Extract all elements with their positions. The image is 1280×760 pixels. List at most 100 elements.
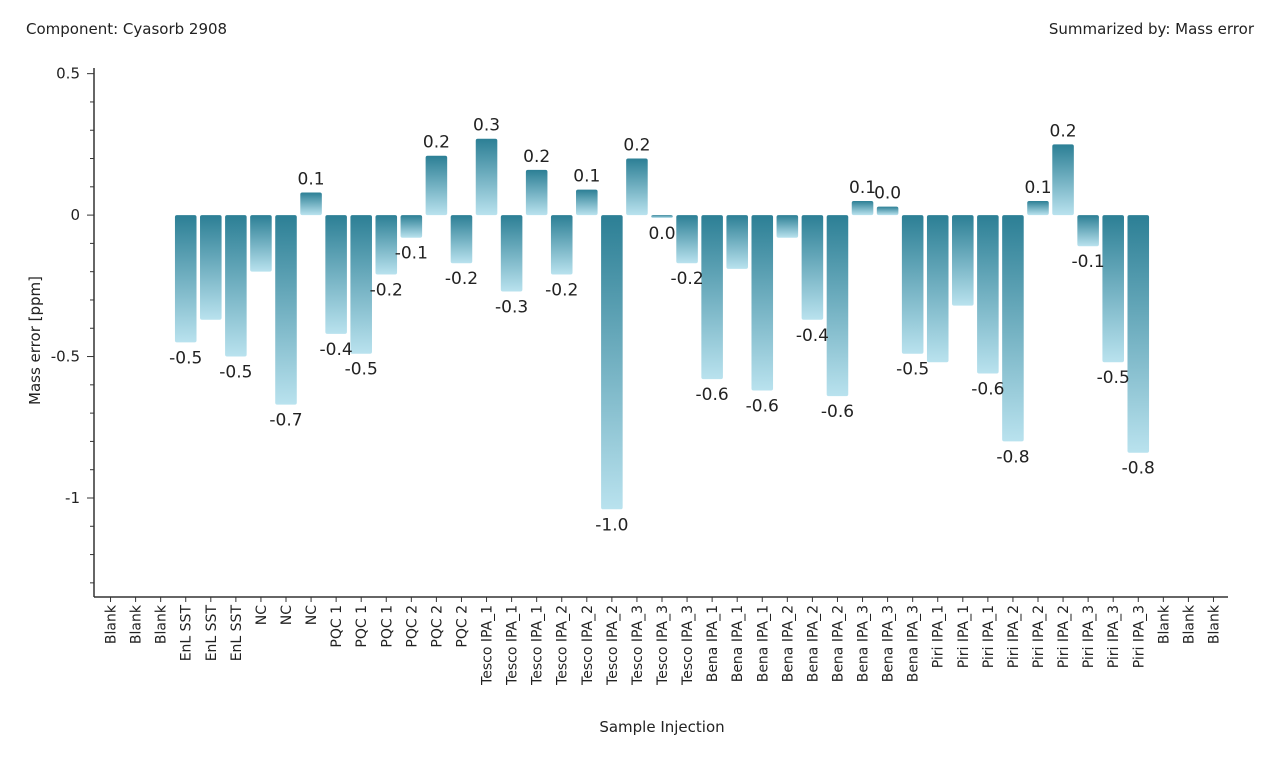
x-tick-label: Piri IPA_1	[931, 605, 947, 668]
bars	[174, 138, 1150, 510]
data-label: 0.2	[1050, 121, 1077, 141]
x-tick-label: PQC 1	[354, 605, 370, 648]
x-tick-label: Bena IPA_1	[755, 605, 771, 682]
bar	[200, 215, 222, 320]
component-title: Component: Cyasorb 2908	[26, 20, 228, 38]
x-tick-label: Blank	[1156, 604, 1172, 644]
bar	[876, 206, 899, 216]
x-tick-label: NC	[279, 605, 295, 625]
bar	[225, 215, 247, 357]
bar	[576, 189, 598, 216]
x-tick-label: Piri IPA_1	[956, 605, 972, 668]
x-axis: Blank Blank Blank EnL SST EnL SST EnL SST NC NC…	[94, 596, 1228, 686]
data-label: 0.2	[523, 147, 550, 167]
data-label: -0.2	[370, 281, 403, 301]
bar	[450, 215, 473, 264]
bar	[400, 215, 423, 238]
data-label: -0.2	[545, 281, 578, 301]
data-label: -0.2	[670, 269, 703, 289]
bar	[601, 215, 623, 510]
x-tick-label: Bena IPA_3	[856, 605, 872, 682]
x-tick-label: Piri IPA_2	[1031, 605, 1047, 668]
data-label: -0.6	[821, 402, 854, 422]
bar	[676, 215, 698, 264]
x-tick-label: Blank	[104, 604, 120, 644]
x-tick-label: Tesco IPA_3	[630, 605, 646, 686]
bar	[701, 215, 723, 380]
data-label: 0.0	[874, 184, 901, 204]
bar	[926, 215, 949, 363]
data-label: 0.3	[473, 116, 500, 136]
bar	[977, 215, 999, 374]
x-tick-label: EnL SST	[204, 605, 220, 662]
x-tick-label: Bena IPA_1	[705, 605, 721, 682]
bar	[174, 215, 197, 343]
x-tick-label: Tesco IPA_3	[680, 605, 696, 686]
x-tick-label: EnL SST	[229, 605, 245, 662]
x-tick-label: Bena IPA_3	[881, 605, 897, 682]
x-tick-label: Tesco IPA_1	[480, 605, 496, 686]
bar	[1052, 144, 1074, 216]
data-label: -0.1	[1072, 252, 1105, 272]
x-tick-label: PQC 2	[454, 605, 470, 648]
data-label: -0.6	[696, 385, 729, 405]
x-tick-label: Piri IPA_3	[1131, 605, 1147, 668]
bar	[776, 215, 799, 238]
bar	[751, 215, 774, 391]
x-tick-label: Bena IPA_2	[805, 605, 821, 682]
bar	[901, 215, 924, 354]
y-tick-label: 0	[70, 206, 80, 224]
bar	[1102, 215, 1124, 363]
bar	[300, 192, 322, 216]
x-tick-label: Tesco IPA_1	[530, 605, 546, 686]
x-tick-label: PQC 1	[379, 605, 395, 648]
x-tick-label: Blank	[154, 604, 170, 644]
data-label: -1.0	[595, 515, 628, 535]
bar	[250, 215, 272, 272]
x-tick-label: Piri IPA_1	[981, 605, 997, 668]
data-label: 0.0	[648, 224, 675, 244]
data-label: -0.4	[796, 326, 829, 346]
data-label: 0.1	[849, 178, 876, 198]
bar	[325, 215, 347, 334]
bar	[500, 215, 523, 292]
y-tick-label: -1	[65, 489, 80, 507]
x-tick-label: PQC 1	[329, 605, 345, 648]
data-label: -0.2	[445, 269, 478, 289]
x-tick-label: PQC 2	[404, 605, 420, 648]
data-label: -0.5	[219, 363, 252, 383]
bar	[475, 138, 498, 216]
data-label: 0.2	[623, 136, 650, 156]
bar	[826, 215, 849, 397]
x-tick-label: Blank	[129, 604, 145, 644]
data-label: -0.1	[395, 244, 428, 264]
x-tick-label: Bena IPA_1	[730, 605, 746, 682]
data-label: 0.1	[573, 167, 600, 187]
x-tick-label: Tesco IPA_3	[655, 605, 671, 686]
x-tick-label: Tesco IPA_2	[555, 605, 571, 686]
data-label: -0.6	[746, 396, 779, 416]
data-label: 0.1	[1024, 178, 1051, 198]
bar	[851, 200, 874, 216]
bar	[651, 215, 673, 218]
data-label: -0.8	[1122, 459, 1155, 479]
data-label: -0.6	[971, 380, 1004, 400]
bar	[626, 158, 648, 216]
data-label: 0.1	[298, 169, 325, 189]
data-label: -0.5	[1097, 368, 1130, 388]
x-tick-label: Piri IPA_3	[1081, 605, 1097, 668]
bar	[1127, 215, 1150, 453]
data-label: -0.8	[996, 447, 1029, 467]
x-tick-label: PQC 2	[429, 605, 445, 648]
data-labels: -0.5-0.5-0.70.1-0.4-0.5-0.2-0.10.2-0.20.…	[169, 116, 1155, 536]
bar	[375, 215, 398, 275]
data-label: 0.2	[423, 133, 450, 153]
data-label: -0.7	[269, 411, 302, 431]
x-tick-label: Blank	[1181, 604, 1197, 644]
x-tick-label: NC	[304, 605, 320, 625]
bar	[1027, 200, 1049, 216]
x-tick-label: EnL SST	[179, 605, 195, 662]
x-tick-label: Bena IPA_3	[906, 605, 922, 682]
bar	[952, 215, 974, 306]
